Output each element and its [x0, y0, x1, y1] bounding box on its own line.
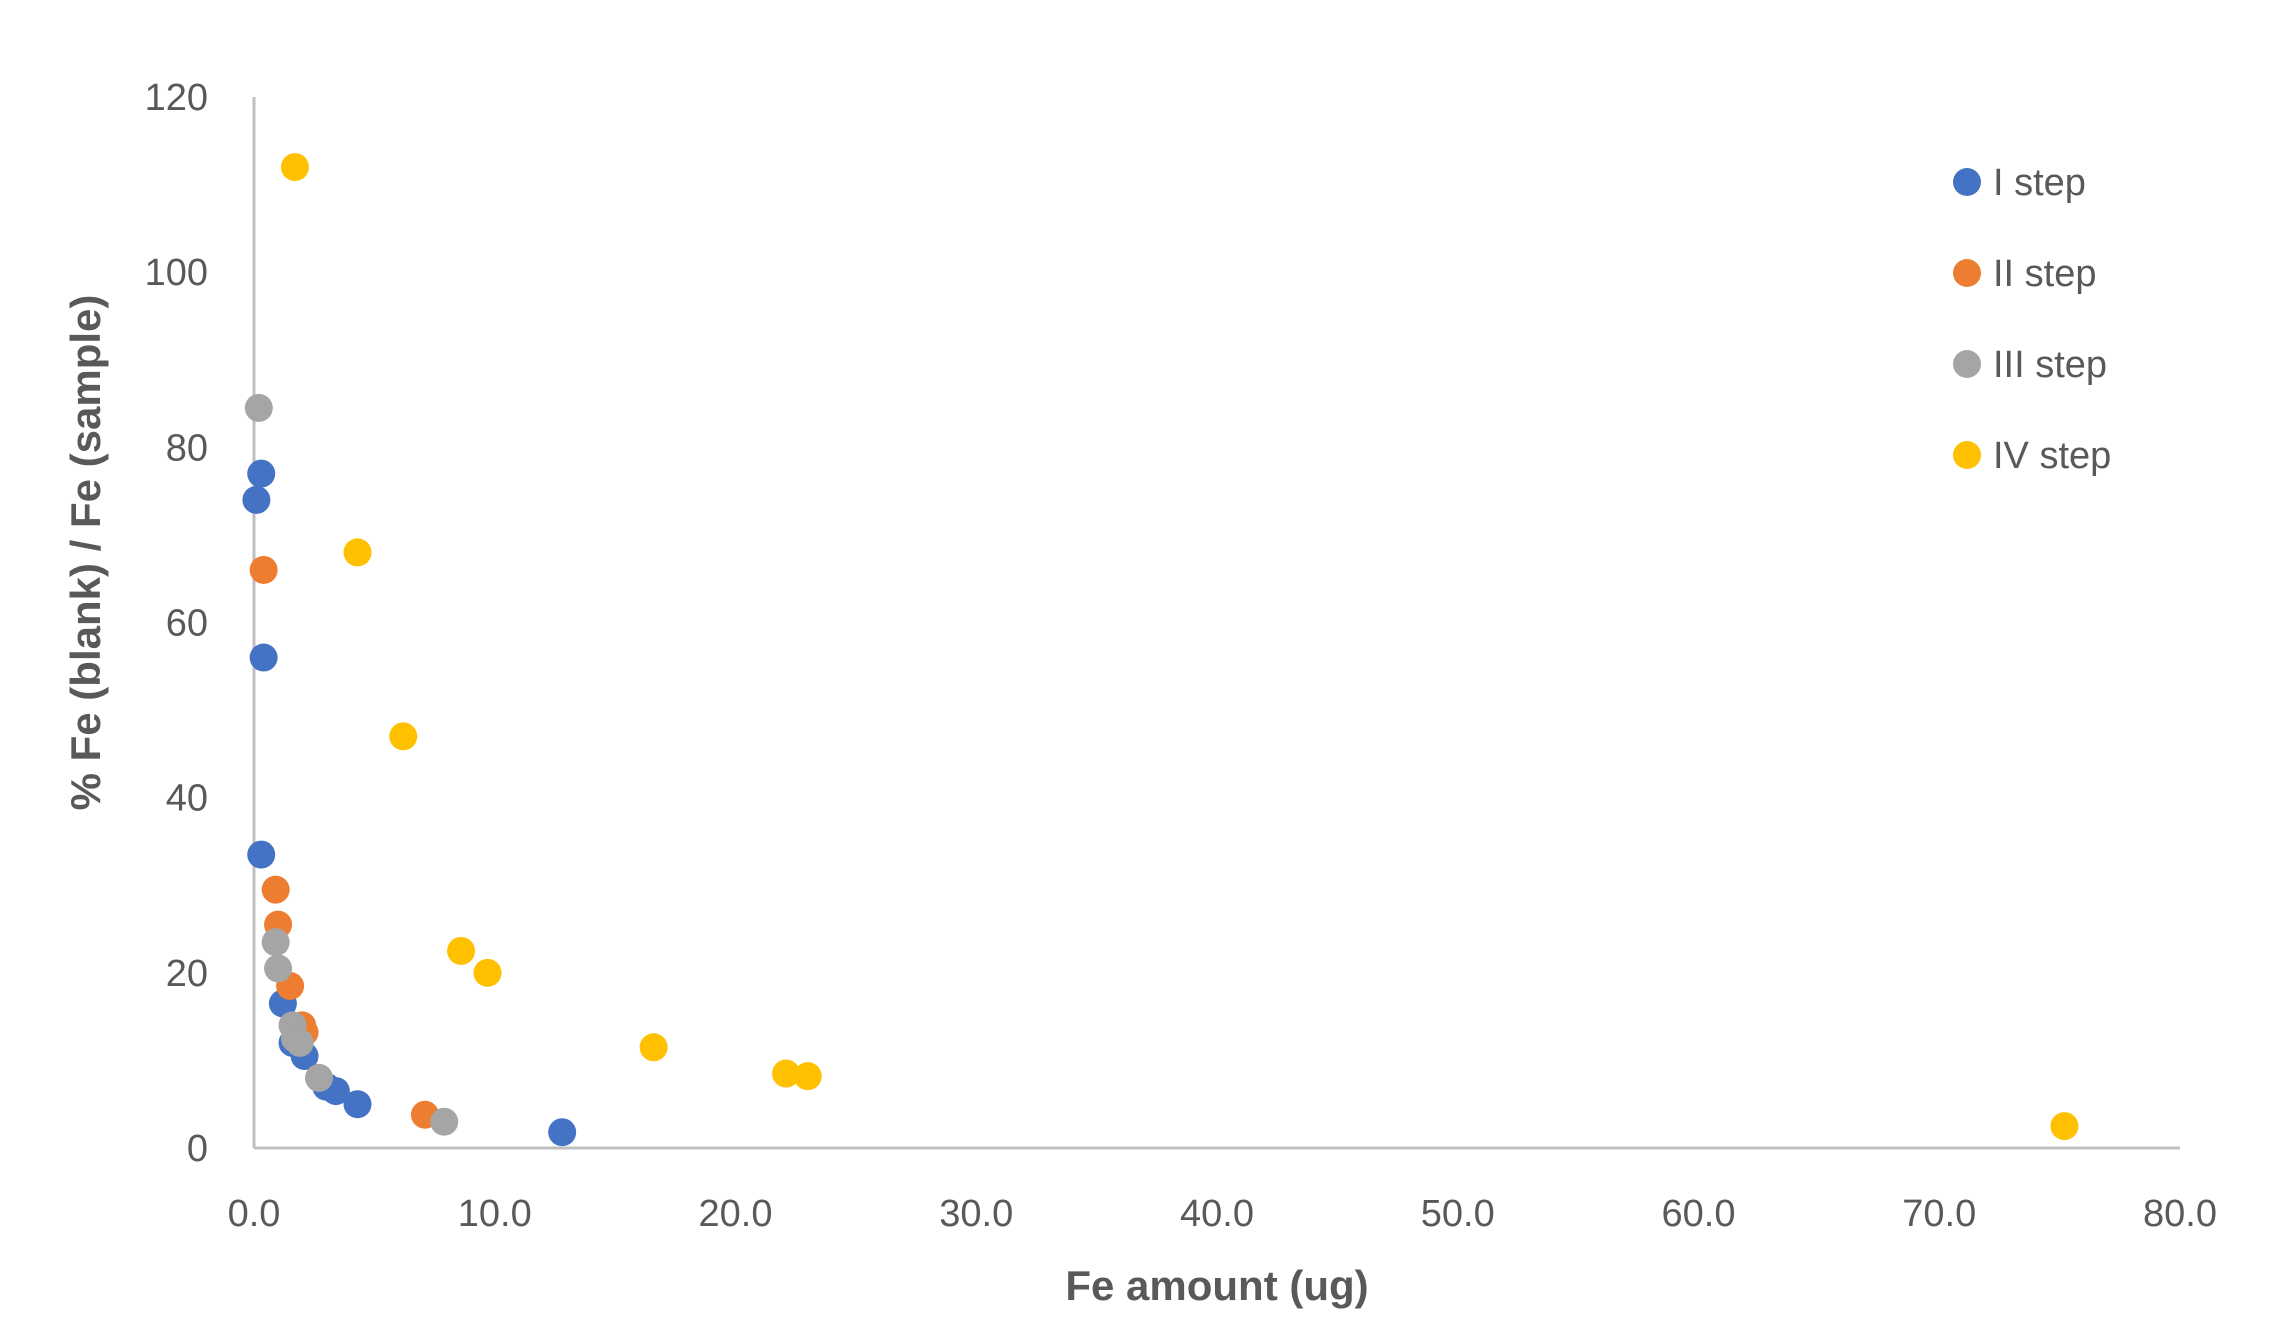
x-tick-label: 30.0 — [939, 1193, 1013, 1235]
series-2 — [249, 555, 439, 1129]
data-point — [305, 1063, 334, 1092]
x-axis-title: Fe amount (ug) — [1065, 1262, 1368, 1309]
x-tick-label: 10.0 — [458, 1193, 532, 1235]
data-point — [249, 555, 278, 584]
data-point — [247, 840, 276, 869]
x-tick-label: 20.0 — [699, 1193, 773, 1235]
data-point — [280, 153, 309, 182]
data-point — [242, 485, 271, 514]
data-points — [242, 153, 2079, 1147]
x-tick-label: 80.0 — [2143, 1193, 2217, 1235]
legend-label: III step — [1993, 344, 2107, 386]
x-tick-label: 70.0 — [1902, 1193, 1976, 1235]
y-tick-label: 80 — [166, 427, 208, 469]
data-point — [244, 393, 273, 422]
legend: I step II step III step IV step — [1953, 162, 2111, 477]
data-point — [2050, 1112, 2079, 1141]
legend-marker — [1953, 441, 1981, 469]
data-point — [772, 1059, 801, 1088]
data-point — [793, 1062, 822, 1091]
legend-label: I step — [1993, 162, 2086, 204]
data-point — [639, 1033, 668, 1062]
data-point — [285, 1028, 314, 1057]
x-tick-label: 40.0 — [1180, 1193, 1254, 1235]
y-tick-label: 0 — [187, 1128, 208, 1170]
data-point — [247, 459, 276, 488]
y-tick-label: 40 — [166, 778, 208, 820]
y-tick-labels: 0 20 40 60 80 100 120 — [145, 77, 208, 1170]
legend-label: II step — [1993, 253, 2097, 295]
data-point — [473, 958, 502, 987]
series-3 — [244, 393, 459, 1136]
data-point — [548, 1118, 577, 1147]
legend-marker — [1953, 259, 1981, 287]
legend-marker — [1953, 168, 1981, 196]
x-tick-label: 60.0 — [1662, 1193, 1736, 1235]
data-point — [261, 875, 290, 904]
x-tick-label: 50.0 — [1421, 1193, 1495, 1235]
y-axis-title: % Fe (blank) / Fe (sample) — [62, 295, 109, 811]
y-tick-label: 20 — [166, 953, 208, 995]
y-tick-label: 100 — [145, 252, 208, 294]
x-tick-labels: 0.0 10.0 20.0 30.0 40.0 50.0 60.0 70.0 80.0 — [228, 1193, 2217, 1235]
data-point — [261, 928, 290, 957]
data-point — [447, 936, 476, 965]
y-tick-label: 120 — [145, 77, 208, 119]
data-point — [430, 1107, 459, 1136]
data-point — [249, 643, 278, 672]
data-point — [264, 954, 293, 983]
data-point — [343, 1090, 372, 1119]
legend-label: IV step — [1993, 435, 2111, 477]
legend-marker — [1953, 350, 1981, 378]
data-point — [343, 538, 372, 567]
x-tick-label: 0.0 — [228, 1193, 281, 1235]
y-tick-label: 60 — [166, 603, 208, 645]
data-point — [389, 722, 418, 751]
series-4 — [280, 153, 2079, 1141]
